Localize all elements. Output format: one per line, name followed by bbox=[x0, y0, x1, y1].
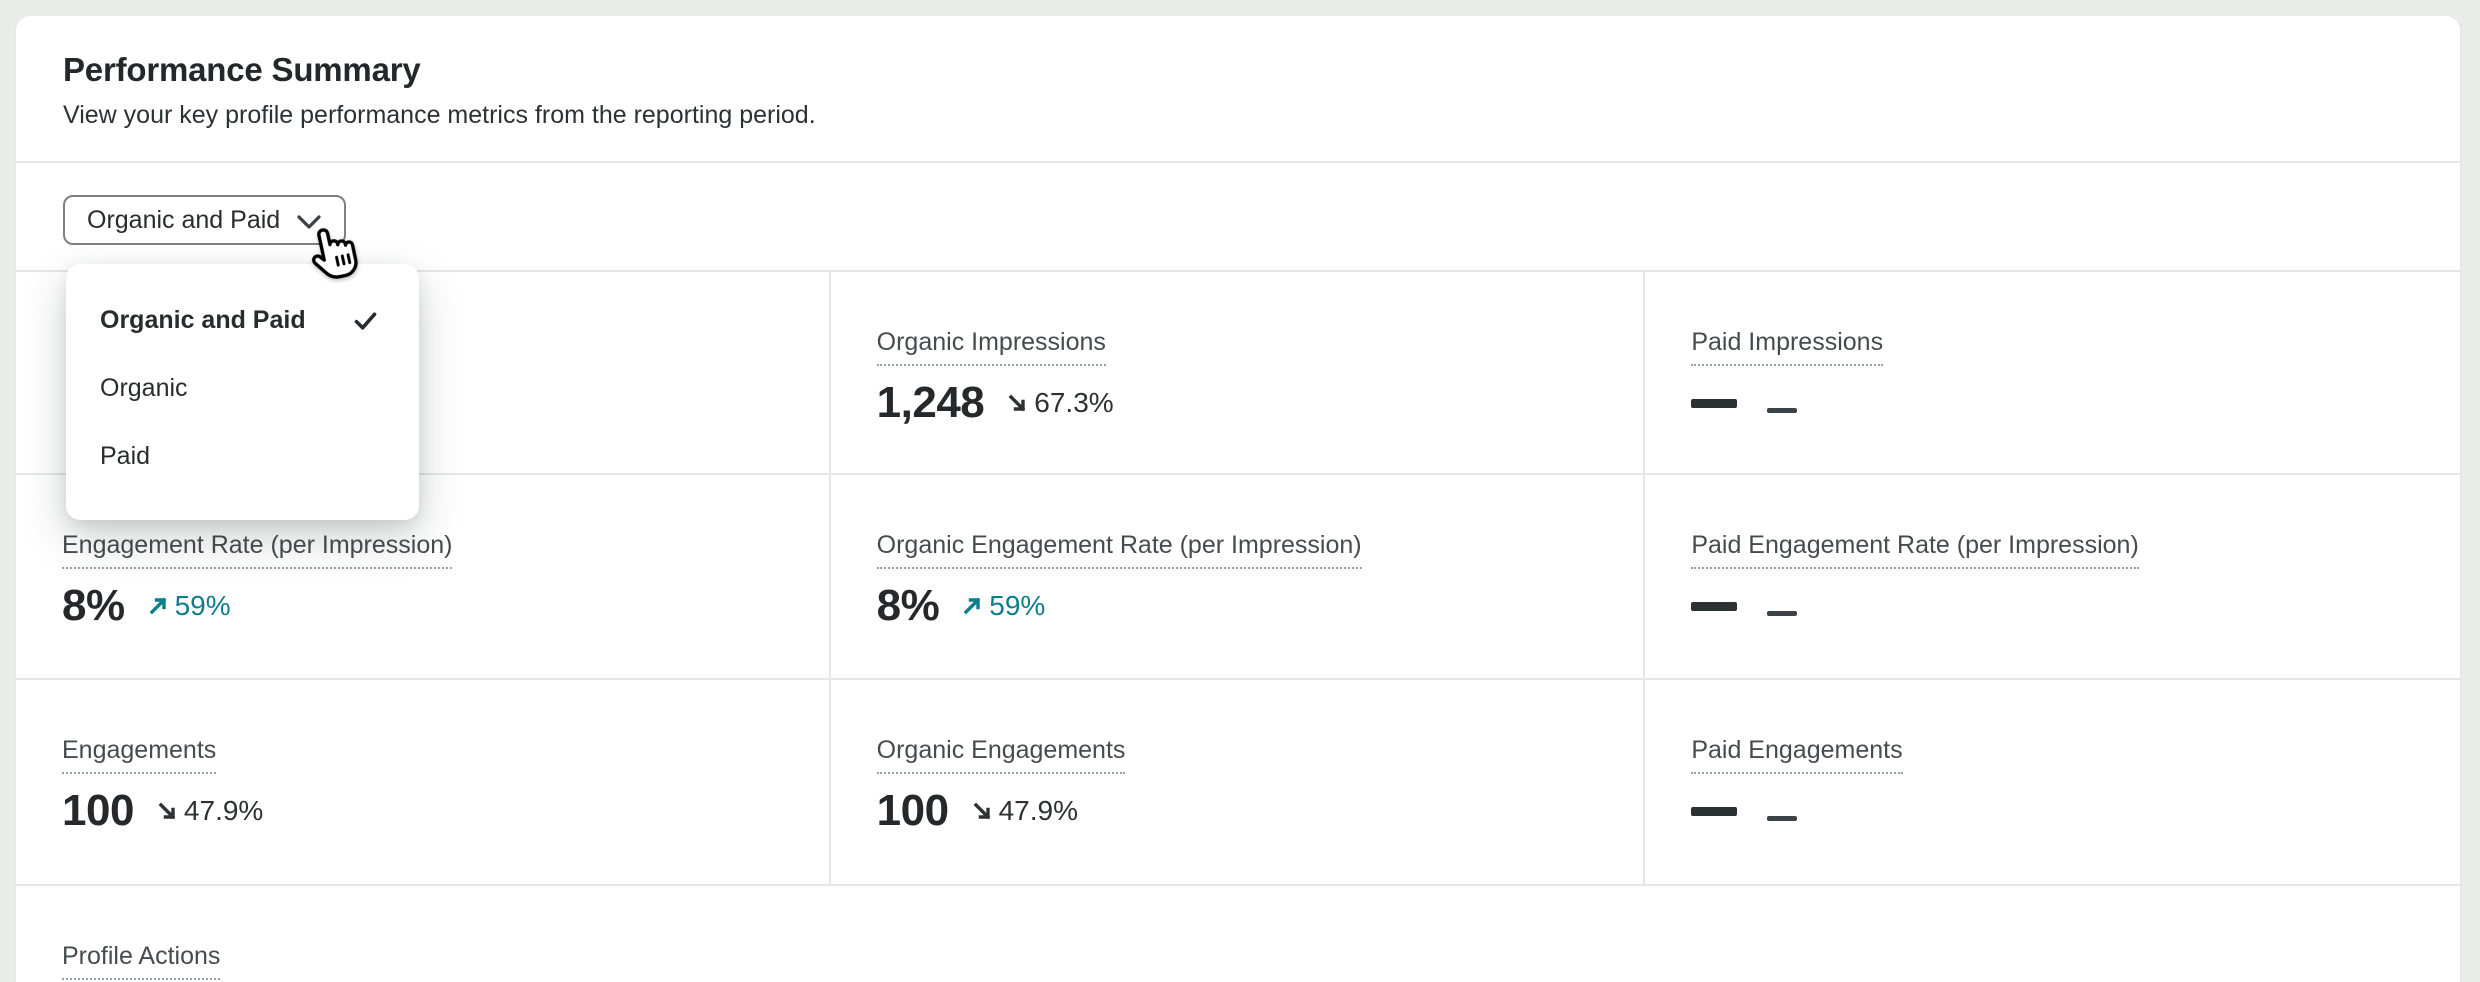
metric-card: Organic Engagement Rate (per Impression)… bbox=[830, 475, 1646, 680]
metric-card: Paid Impressions bbox=[1645, 272, 2460, 475]
metric-delta: 59% bbox=[145, 591, 231, 621]
metric-value-row: 100 47.9% bbox=[62, 787, 789, 835]
metric-card: Paid Engagement Rate (per Impression) bbox=[1645, 475, 2460, 680]
metric-label[interactable]: Profile Actions bbox=[62, 940, 221, 980]
metric-card: Organic Impressions 1,248 67.3% bbox=[830, 272, 1646, 475]
metric-value-placeholder bbox=[1691, 398, 1738, 408]
metric-delta-value: 67.3% bbox=[1034, 387, 1114, 418]
page-subtitle: View your key profile performance metric… bbox=[63, 101, 816, 129]
metric-value: 8% bbox=[62, 581, 125, 630]
trend-down-icon bbox=[1008, 394, 1026, 412]
metric-value: 1,248 bbox=[876, 378, 985, 427]
profile-type-dropdown-menu: Organic and Paid Organic Paid bbox=[66, 264, 419, 520]
metric-value: 100 bbox=[62, 786, 134, 835]
dropdown-option-label: Organic bbox=[100, 373, 188, 402]
metric-delta-placeholder bbox=[1767, 407, 1798, 413]
metrics-grid: Organic Impressions 1,248 67.3% Paid Imp… bbox=[16, 272, 2460, 886]
metric-label[interactable]: Engagement Rate (per Impression) bbox=[62, 529, 453, 569]
metric-card: Engagements 100 47.9% bbox=[16, 680, 831, 886]
metric-delta-value: 47.9% bbox=[183, 795, 264, 826]
metric-card: Organic Engagements 100 47.9% bbox=[830, 680, 1646, 886]
dropdown-option[interactable]: Organic bbox=[66, 354, 419, 422]
metric-label[interactable]: Paid Engagement Rate (per Impression) bbox=[1691, 529, 2139, 569]
page-title: Performance Summary bbox=[63, 51, 421, 88]
metric-label[interactable]: Organic Engagements bbox=[876, 734, 1126, 774]
metric-label[interactable]: Organic Impressions bbox=[876, 326, 1106, 366]
metric-value-row bbox=[1691, 787, 2420, 835]
metric-label[interactable]: Engagements bbox=[62, 734, 217, 774]
metric-value-row: 100 47.9% bbox=[877, 787, 1604, 835]
dropdown-option-label: Organic and Paid bbox=[100, 305, 306, 334]
metric-value-placeholder bbox=[1691, 601, 1738, 611]
profile-type-filter-button[interactable]: Organic and Paid bbox=[63, 195, 347, 245]
pointer-cursor-icon bbox=[304, 222, 364, 292]
dropdown-option[interactable]: Paid bbox=[66, 422, 419, 490]
chevron-down-icon bbox=[296, 214, 322, 230]
metric-value-row bbox=[1691, 379, 2420, 427]
metric-card: Engagement Rate (per Impression) 8% 59% bbox=[16, 475, 831, 680]
metric-label[interactable]: Paid Impressions bbox=[1691, 326, 1884, 366]
metric-value-row: 8% 59% bbox=[877, 582, 1604, 630]
card-header: Performance Summary View your key profil… bbox=[16, 16, 2460, 163]
metrics-grid-footer: Profile Actions bbox=[16, 886, 2460, 980]
performance-summary-card: Performance Summary View your key profil… bbox=[16, 16, 2460, 982]
toolbar: Organic and Paid bbox=[16, 163, 2460, 272]
metric-delta: 47.9% bbox=[154, 796, 263, 826]
trend-up-icon bbox=[963, 597, 981, 615]
metric-delta-value: 59% bbox=[174, 590, 231, 621]
dropdown-option-label: Paid bbox=[100, 441, 151, 470]
metric-label[interactable]: Organic Engagement Rate (per Impression) bbox=[876, 529, 1362, 569]
filter-button-label: Organic and Paid bbox=[87, 205, 281, 234]
metric-delta-value: 47.9% bbox=[998, 795, 1078, 826]
metric-value: 100 bbox=[876, 786, 949, 835]
metric-card-obscured bbox=[16, 272, 831, 475]
metric-value-row: 8% 59% bbox=[62, 582, 789, 630]
dropdown-option[interactable]: Organic and Paid bbox=[66, 286, 419, 354]
check-icon bbox=[352, 307, 379, 334]
trend-down-icon bbox=[158, 802, 176, 820]
metric-card: Paid Engagements bbox=[1645, 680, 2460, 886]
metric-delta-placeholder bbox=[1767, 610, 1798, 616]
trend-up-icon bbox=[149, 597, 166, 615]
metric-delta: 59% bbox=[959, 591, 1045, 621]
metric-value-placeholder bbox=[1691, 806, 1738, 816]
metric-value-row bbox=[1691, 582, 2420, 630]
metric-label[interactable]: Paid Engagements bbox=[1691, 734, 1903, 774]
metric-value: 8% bbox=[876, 581, 940, 630]
metric-delta: 47.9% bbox=[969, 796, 1078, 826]
metric-value-row: 1,248 67.3% bbox=[877, 379, 1604, 427]
metric-delta-placeholder bbox=[1767, 815, 1798, 821]
metric-delta-value: 59% bbox=[989, 590, 1046, 621]
trend-down-icon bbox=[973, 802, 990, 820]
metric-delta: 67.3% bbox=[1004, 387, 1114, 418]
